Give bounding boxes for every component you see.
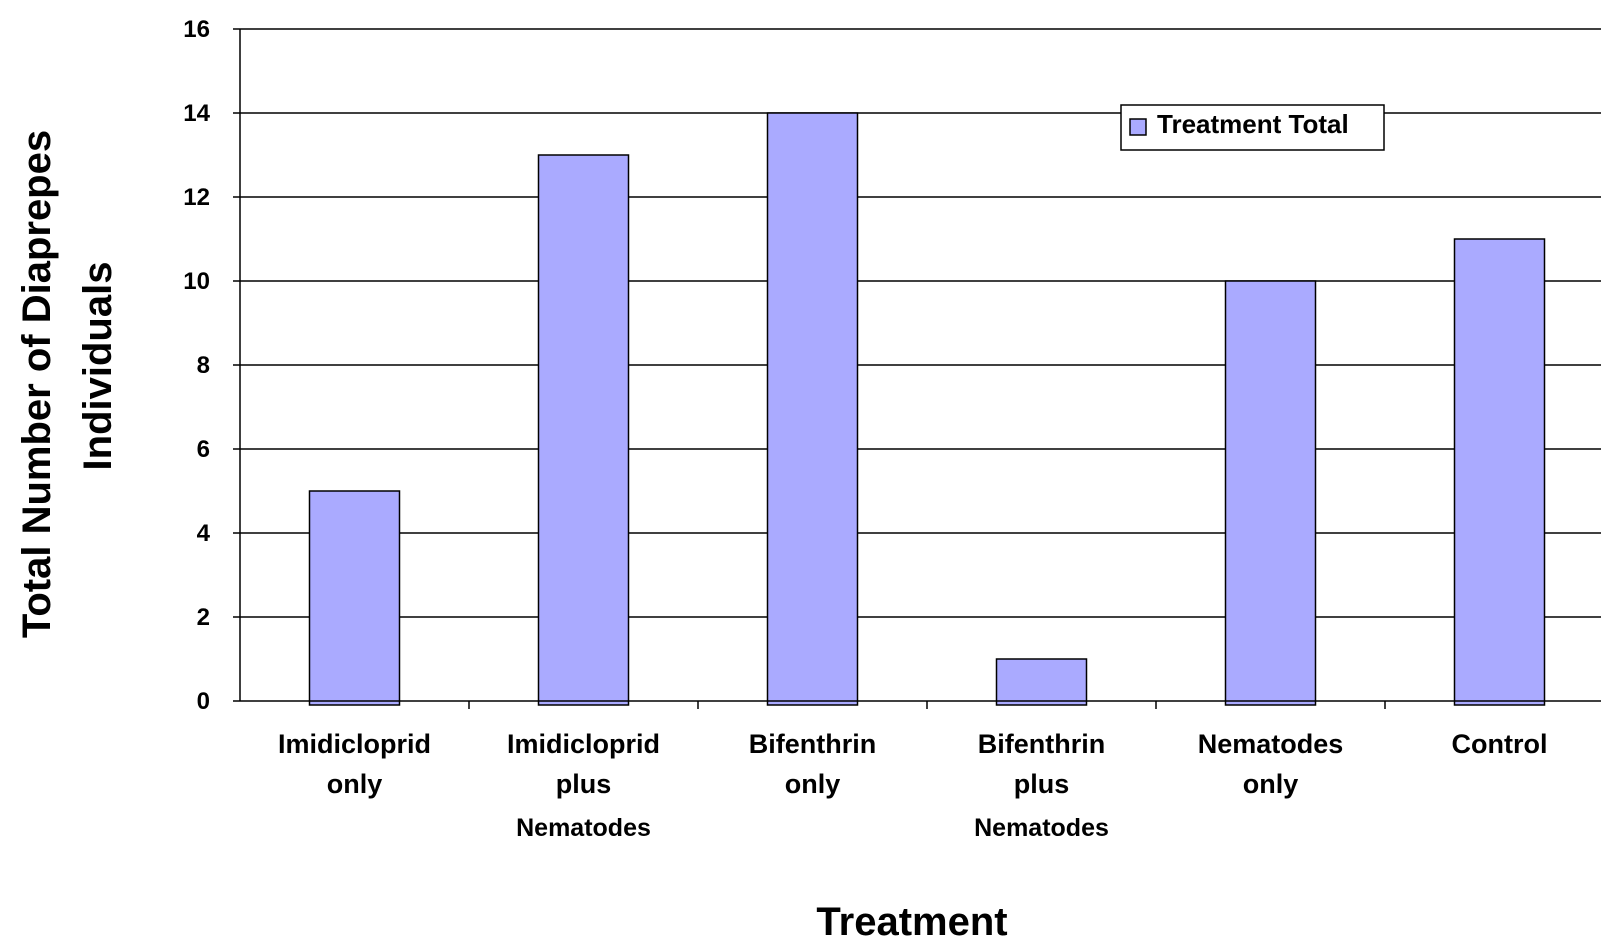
- x-category-label: only: [1243, 769, 1299, 799]
- x-axis-title: Treatment: [816, 900, 1007, 940]
- x-category-label: only: [327, 769, 383, 799]
- y-tick-label: 14: [183, 100, 210, 127]
- y-tick-label: 0: [197, 688, 210, 715]
- x-category-label: plus: [1014, 769, 1070, 799]
- bar: [1224, 280, 1317, 706]
- bars: [308, 112, 1546, 706]
- y-tick-label: 16: [183, 16, 210, 43]
- gridlines: [240, 28, 1601, 618]
- y-tick-label: 8: [197, 352, 210, 379]
- x-category-label: Control: [1452, 729, 1548, 759]
- bar: [308, 490, 401, 706]
- x-category-label: Nematodes: [974, 814, 1109, 842]
- x-category-label: only: [785, 769, 841, 799]
- legend-label: Treatment Total: [1157, 109, 1349, 139]
- bar: [995, 658, 1088, 706]
- bar: [766, 112, 859, 706]
- bar: [1453, 238, 1546, 706]
- x-category-label: plus: [556, 769, 612, 799]
- y-axis-title-line: Total Number of Diaprepes: [15, 130, 59, 638]
- y-tick-labels: 0 2 4 6 8 10 12 14 16: [183, 16, 210, 715]
- y-axis-title: Total Number of Diaprepes Individuals: [15, 130, 120, 638]
- axes: [233, 28, 1601, 709]
- x-category-label: Nematodes: [1198, 729, 1344, 759]
- y-tick-label: 6: [197, 436, 210, 463]
- y-tick-label: 10: [183, 268, 210, 295]
- y-tick-label: 2: [197, 604, 210, 631]
- x-category-label: Bifenthrin: [978, 729, 1106, 759]
- y-axis-title-line: Individuals: [76, 262, 120, 471]
- legend-swatch: [1129, 118, 1147, 136]
- x-category-label: Nematodes: [516, 814, 651, 842]
- legend-box: [1120, 104, 1385, 151]
- x-category-label: Imidicloprid: [278, 729, 431, 759]
- x-category-labels: Imidicloprid only Imidicloprid plus Nematode…: [278, 729, 1548, 842]
- bar: [537, 154, 630, 706]
- legend: Treatment Total: [1120, 104, 1385, 151]
- x-category-label: Imidicloprid: [507, 729, 660, 759]
- y-tick-label: 4: [197, 520, 211, 547]
- y-tick-label: 12: [183, 184, 210, 211]
- x-category-label: Bifenthrin: [749, 729, 877, 759]
